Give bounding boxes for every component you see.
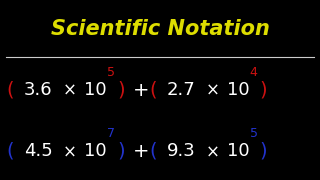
- Text: (: (: [6, 142, 14, 161]
- Text: 7: 7: [107, 127, 115, 140]
- Text: $\times$: $\times$: [205, 142, 219, 160]
- Text: 4: 4: [250, 66, 258, 78]
- Text: 10: 10: [227, 142, 249, 160]
- Text: 10: 10: [84, 142, 107, 160]
- Text: ): ): [260, 80, 268, 100]
- Text: $\times$: $\times$: [62, 81, 76, 99]
- Text: (: (: [149, 80, 156, 100]
- Text: 2.7: 2.7: [167, 81, 196, 99]
- Text: 10: 10: [227, 81, 249, 99]
- Text: (: (: [149, 142, 156, 161]
- Text: $\times$: $\times$: [62, 142, 76, 160]
- Text: 5: 5: [250, 127, 258, 140]
- Text: 9.3: 9.3: [167, 142, 196, 160]
- Text: +: +: [133, 80, 150, 100]
- Text: 4.5: 4.5: [24, 142, 53, 160]
- Text: +: +: [133, 142, 150, 161]
- Text: $\times$: $\times$: [205, 81, 219, 99]
- Text: 5: 5: [107, 66, 115, 78]
- Text: ): ): [117, 142, 125, 161]
- Text: ): ): [117, 80, 125, 100]
- Text: 10: 10: [84, 81, 107, 99]
- Text: (: (: [6, 80, 14, 100]
- Text: 3.6: 3.6: [24, 81, 52, 99]
- Text: Scientific Notation: Scientific Notation: [51, 19, 269, 39]
- Text: ): ): [260, 142, 268, 161]
